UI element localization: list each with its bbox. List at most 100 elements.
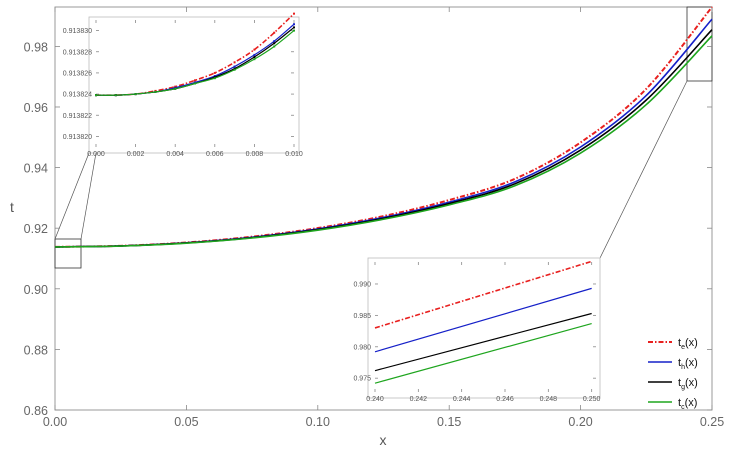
inset-left-point-c [273, 45, 276, 48]
main-x-tick-label: 0.15 [437, 415, 461, 429]
inset-right-series-h [374, 287, 592, 353]
inset-left-point-e [213, 71, 216, 74]
inset-left-point-g [213, 76, 216, 79]
legend-label-e: te(x) [678, 337, 698, 351]
legend-label-main: t [678, 337, 681, 349]
inset-right-series-g [374, 312, 592, 372]
inset-right: 0.240 0.242 0.244 0.246 0.248 0.250 0.975 0.980… [353, 257, 601, 403]
inset-right-series-e [374, 260, 592, 329]
inset-right-y-tick-label: 0.990 [353, 281, 371, 288]
inset-left-point-c [233, 68, 236, 71]
main-y-tick-label: 0.94 [24, 162, 48, 176]
inset-left-series-lines [95, 12, 295, 97]
legend-label-c: tc(x) [678, 397, 697, 411]
inset-right-x-tick-label: 0.244 [453, 396, 471, 403]
inset-left-point-c [293, 29, 295, 32]
main-y-tick-label: 0.96 [24, 101, 48, 115]
inset-left-point-h [213, 75, 216, 78]
main-x-tick-label: 0.00 [43, 415, 67, 429]
main-series-c [54, 35, 713, 248]
main-plot-frame [54, 6, 713, 411]
inset-left-background [88, 16, 300, 154]
legend-label-sub: e [681, 344, 685, 351]
legend-label-main: t [678, 397, 681, 409]
inset-left-x-tick-label: 0.004 [166, 151, 184, 158]
connector-left-bottom [54, 152, 90, 240]
inset-right-y-tick-label: 0.975 [353, 376, 371, 383]
main-y-tick-label: 0.98 [24, 40, 48, 54]
legend-label-arg: (x) [685, 337, 698, 349]
inset-left: 0.000 0.002 0.004 0.006 0.008 0.010 0.913820 0.… [63, 12, 303, 158]
inset-left-point-e [293, 12, 295, 15]
inset-left-point-h [273, 40, 276, 43]
inset-left-y-tick-label: 0.913824 [63, 92, 92, 99]
legend-label-sub: g [681, 384, 685, 391]
inset-left-x-tick-label: 0.000 [87, 151, 105, 158]
legend: te(x)th(x)tg(x)tc(x) [648, 337, 698, 411]
inset-left-point-e [273, 31, 276, 34]
inset-right-x-tick-label: 0.250 [583, 396, 601, 403]
inset-left-point-e [154, 89, 157, 92]
connector-right [599, 80, 688, 259]
inset-right-x-tick-label: 0.240 [366, 396, 384, 403]
inset-right-ticks: 0.240 0.242 0.244 0.246 0.248 0.250 0.975 0.980… [353, 262, 601, 403]
inset-right-y-tick-label: 0.985 [353, 313, 371, 320]
main-x-tick-label: 0.05 [174, 415, 198, 429]
inset-left-x-tick-label: 0.010 [285, 151, 303, 158]
inset-left-point-e [194, 79, 196, 82]
inset-left-point-c [114, 94, 117, 97]
legend-label-arg: (x) [685, 377, 698, 389]
inset-left-point-c [253, 58, 256, 61]
zoom-box-right [686, 6, 713, 82]
legend-label-arg: (x) [685, 357, 698, 369]
inset-left-ticks: 0.000 0.002 0.004 0.006 0.008 0.010 0.913820 0.… [63, 20, 303, 158]
y-axis-label: t [10, 199, 14, 215]
inset-left-point-c [194, 82, 196, 85]
inset-left-x-tick-label: 0.006 [206, 151, 224, 158]
inset-right-series-lines [374, 260, 592, 384]
legend-label-sub: c [681, 404, 685, 411]
inset-left-point-c [154, 90, 157, 93]
main-x-tick-label: 0.10 [306, 415, 330, 429]
inset-left-y-tick-label: 0.913820 [63, 134, 92, 141]
x-axis-label: x [380, 432, 387, 448]
main-axis-ticks: 0.00 0.05 0.10 0.15 0.20 0.25 0.86 0.88 0.90 0.92… [24, 7, 724, 429]
zoom-box-left [54, 238, 82, 269]
legend-label-sub: h [681, 364, 685, 371]
inset-left-y-tick-label: 0.913826 [63, 70, 92, 77]
inset-left-y-tick-label: 0.913830 [63, 28, 92, 35]
inset-left-y-tick-label: 0.913828 [63, 49, 92, 56]
inset-right-series-c [374, 322, 592, 384]
connector-left-top [80, 152, 97, 240]
main-x-tick-label: 0.25 [700, 415, 724, 429]
inset-left-point-e [253, 48, 256, 51]
inset-left-x-tick-label: 0.008 [246, 151, 264, 158]
inset-left-point-g [253, 56, 256, 59]
inset-left-point-h [194, 81, 196, 84]
inset-left-point-e [233, 61, 236, 64]
inset-right-y-tick-label: 0.980 [353, 344, 371, 351]
legend-label-arg: (x) [685, 397, 698, 409]
legend-label-main: t [678, 377, 681, 389]
inset-right-x-tick-label: 0.248 [540, 396, 558, 403]
inset-left-x-tick-label: 0.002 [127, 151, 145, 158]
main-series-lines [54, 6, 713, 248]
inset-left-point-c [213, 77, 216, 80]
inset-left-point-c [134, 93, 137, 96]
inset-right-x-tick-label: 0.242 [410, 396, 428, 403]
inset-left-point-h [174, 86, 177, 89]
legend-label-main: t [678, 357, 681, 369]
inset-left-point-h [253, 53, 256, 56]
inset-left-point-h [233, 65, 236, 68]
inset-left-point-e [174, 85, 177, 88]
legend-label-h: th(x) [678, 357, 698, 371]
main-y-tick-label: 0.90 [24, 283, 48, 297]
inset-left-y-tick-label: 0.913822 [63, 113, 92, 120]
inset-left-point-h [293, 23, 295, 26]
main-y-tick-label: 0.86 [24, 404, 48, 418]
inset-left-point-c [174, 87, 177, 90]
inset-left-point-g [273, 42, 276, 45]
main-x-tick-label: 0.20 [568, 415, 592, 429]
main-y-tick-label: 0.88 [24, 343, 48, 357]
